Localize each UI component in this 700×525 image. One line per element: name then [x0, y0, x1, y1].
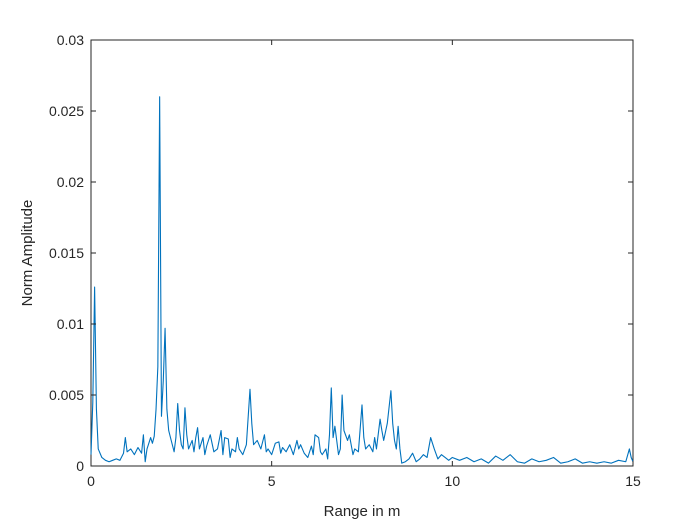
y-tick-label: 0.03 [57, 32, 84, 48]
plot-area [90, 39, 634, 467]
x-axis-label: Range in m [324, 503, 401, 520]
y-tick-label: 0 [76, 458, 84, 474]
x-tick-label: 0 [87, 473, 95, 489]
x-tick-label: 5 [268, 473, 276, 489]
y-tick-label: 0.015 [49, 245, 84, 261]
y-tick-label: 0.005 [49, 387, 84, 403]
y-tick-label: 0.01 [57, 316, 84, 332]
series-line-0 [90, 96, 634, 464]
y-tick-label: 0.025 [49, 103, 84, 119]
y-axis-ticks: 0 0.005 0.01 0.015 0.02 0.025 0.03 [49, 32, 633, 474]
x-axis-ticks: 0 5 10 15 [87, 40, 641, 489]
y-tick-label: 0.02 [57, 174, 84, 190]
x-tick-label: 10 [445, 473, 461, 489]
x-tick-label: 15 [625, 473, 641, 489]
y-axis-label: Norm Amplitude [19, 200, 36, 307]
axes-box [90, 39, 634, 467]
